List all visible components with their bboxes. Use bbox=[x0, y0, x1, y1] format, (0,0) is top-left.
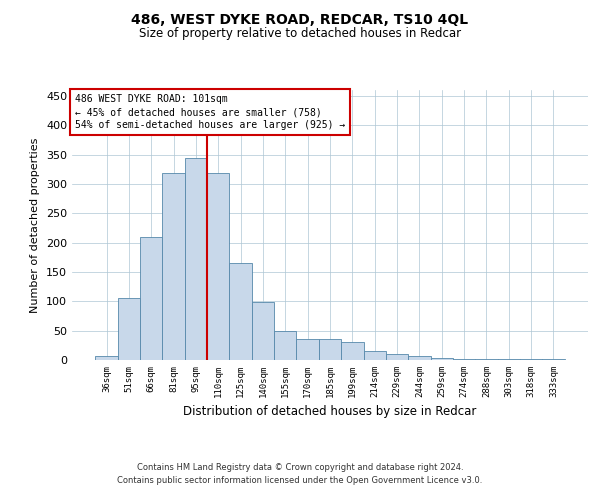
Bar bbox=[408, 356, 431, 360]
Bar bbox=[95, 356, 118, 360]
X-axis label: Distribution of detached houses by size in Redcar: Distribution of detached houses by size … bbox=[184, 406, 476, 418]
Bar bbox=[431, 358, 453, 360]
Bar bbox=[252, 302, 274, 360]
Bar bbox=[274, 330, 296, 360]
Bar bbox=[453, 359, 475, 360]
Bar bbox=[319, 339, 341, 360]
Y-axis label: Number of detached properties: Number of detached properties bbox=[31, 138, 40, 312]
Bar bbox=[341, 342, 364, 360]
Bar bbox=[364, 350, 386, 360]
Bar bbox=[163, 174, 185, 360]
Text: 486 WEST DYKE ROAD: 101sqm
← 45% of detached houses are smaller (758)
54% of sem: 486 WEST DYKE ROAD: 101sqm ← 45% of deta… bbox=[74, 94, 345, 130]
Bar bbox=[140, 236, 163, 360]
Text: Contains HM Land Registry data © Crown copyright and database right 2024.: Contains HM Land Registry data © Crown c… bbox=[137, 464, 463, 472]
Text: Contains public sector information licensed under the Open Government Licence v3: Contains public sector information licen… bbox=[118, 476, 482, 485]
Bar bbox=[229, 263, 252, 360]
Bar bbox=[118, 298, 140, 360]
Bar bbox=[207, 174, 229, 360]
Bar bbox=[185, 158, 207, 360]
Text: 486, WEST DYKE ROAD, REDCAR, TS10 4QL: 486, WEST DYKE ROAD, REDCAR, TS10 4QL bbox=[131, 12, 469, 26]
Bar bbox=[386, 354, 408, 360]
Text: Size of property relative to detached houses in Redcar: Size of property relative to detached ho… bbox=[139, 28, 461, 40]
Bar bbox=[296, 339, 319, 360]
